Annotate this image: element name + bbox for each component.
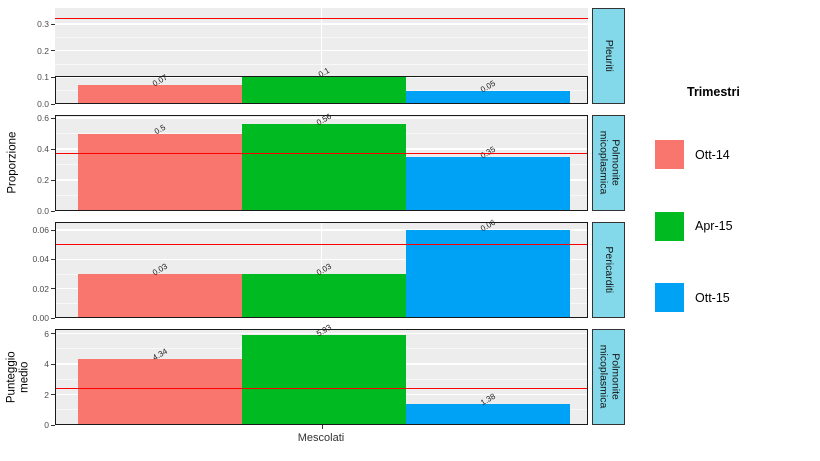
y-axis-tick-mark — [51, 288, 55, 290]
gridline-vertical — [320, 222, 323, 318]
facet-panel-3: 0.03 0.03 0.06 — [55, 218, 588, 319]
y-axis-tick-label: 2 — [44, 389, 49, 400]
y-axis-tick-mark — [51, 258, 55, 260]
legend-key-label: Ott-14 — [695, 147, 730, 162]
bar-ott-14 — [78, 274, 242, 318]
facet-panel-1: 0.07 0.1 0.05 — [55, 8, 588, 105]
legend-key-label: Ott-15 — [695, 290, 730, 305]
y-axis-tick-label: 0 — [44, 420, 49, 430]
facet-strip: Polmonite micoplasmica — [592, 329, 625, 425]
bar-ott-14 — [78, 358, 242, 425]
facet-panel-2: 0.50.560.35 — [55, 112, 588, 212]
y-axis-tick-label: 0.1 — [37, 72, 49, 83]
bar-ott-14 — [78, 133, 242, 211]
bar-ott-14 — [78, 85, 242, 104]
gridline-minor — [55, 36, 588, 38]
legend-item: Apr-15 — [655, 211, 733, 241]
y-axis-tick-label: 0.6 — [37, 113, 49, 124]
bar-ott-15 — [406, 90, 570, 104]
y-axis-tick-label: 0.2 — [37, 175, 49, 186]
bar-apr-15 — [242, 334, 406, 425]
reference-line — [55, 153, 588, 155]
legend-swatch — [655, 140, 684, 169]
y-axis-tick-mark — [51, 179, 55, 181]
y-axis-tick-mark — [51, 210, 55, 212]
bar-ott-15 — [406, 403, 570, 425]
legend-item: Ott-15 — [655, 283, 730, 312]
facet-strip-label: Polmonite micoplasmica — [597, 131, 622, 195]
legend-swatch — [655, 283, 684, 312]
gridline-major — [55, 210, 588, 212]
x-axis-tick-mark — [321, 425, 323, 429]
gridline-major — [55, 229, 588, 231]
bar-apr-15 — [242, 124, 406, 211]
y-axis-tick-mark — [51, 23, 55, 25]
gridline-minor — [55, 63, 588, 65]
reference-line — [55, 18, 588, 20]
y-axis-title-punteggio-medio: Punteggio medio — [2, 329, 36, 425]
gridline-major — [55, 49, 588, 52]
y-axis-tick-label: 0.0 — [37, 206, 49, 216]
y-axis-tick-label: 0.04 — [32, 254, 49, 265]
y-axis-tick-label: 6 — [44, 328, 49, 339]
facet-strip: Pleuriti — [592, 8, 625, 104]
y-axis-tick-label: 0.4 — [37, 144, 49, 155]
facet-strip: Polmonite micoplasmica — [592, 115, 625, 211]
bar-ott-15 — [406, 156, 570, 211]
bar-apr-15 — [242, 274, 406, 318]
y-axis-tick-mark — [51, 317, 55, 319]
gridline-minor — [55, 273, 588, 275]
gridline-major — [55, 23, 588, 25]
legend-title: Trimestri — [687, 85, 740, 99]
facet-panel-4: 4.34 5.93 1.38 — [55, 322, 588, 426]
facet-strip-label: Pericarditi — [603, 246, 616, 294]
y-axis-tick-mark — [51, 148, 55, 150]
y-axis-tick-label: 0.2 — [37, 45, 49, 56]
y-axis-tick-label: 4 — [44, 359, 49, 370]
gridline-vertical — [320, 8, 323, 104]
y-axis-tick-mark — [51, 229, 55, 231]
facet-strip-label: Polmonite micoplasmica — [597, 345, 622, 409]
legend-swatch — [655, 211, 684, 241]
y-axis-tick-mark — [51, 50, 55, 52]
y-axis-tick-label: 0.3 — [37, 19, 49, 29]
y-axis-tick-label: 0.02 — [32, 283, 49, 294]
reference-line — [55, 387, 588, 390]
y-axis-tick-mark — [51, 117, 55, 119]
y-axis-tick-label: 0.00 — [32, 313, 49, 323]
legend-key-label: Apr-15 — [695, 219, 733, 233]
legend-item: Ott-14 — [655, 140, 730, 169]
y-axis-tick-mark — [51, 333, 55, 335]
y-axis-tick-label: 0.06 — [32, 225, 49, 236]
y-axis-tick-label: 0.0 — [37, 99, 49, 109]
reference-line — [55, 244, 588, 246]
gridline-major — [55, 332, 588, 335]
facet-strip: Pericarditi — [592, 222, 625, 318]
gridline-major — [55, 317, 588, 319]
gridline-major — [55, 117, 588, 119]
y-axis-tick-mark — [51, 394, 55, 396]
facet-strip-label: Pleuriti — [603, 39, 616, 73]
y-axis-tick-mark — [51, 363, 55, 365]
bar-apr-15 — [242, 77, 406, 104]
gridline-major — [55, 76, 588, 79]
x-axis-category-label: Mescolati — [297, 432, 345, 444]
y-axis-tick-mark — [51, 424, 55, 426]
gridline-major — [55, 258, 588, 261]
gridline-major — [55, 103, 588, 105]
y-axis-tick-mark — [51, 103, 55, 105]
y-axis-tick-mark — [51, 76, 55, 78]
